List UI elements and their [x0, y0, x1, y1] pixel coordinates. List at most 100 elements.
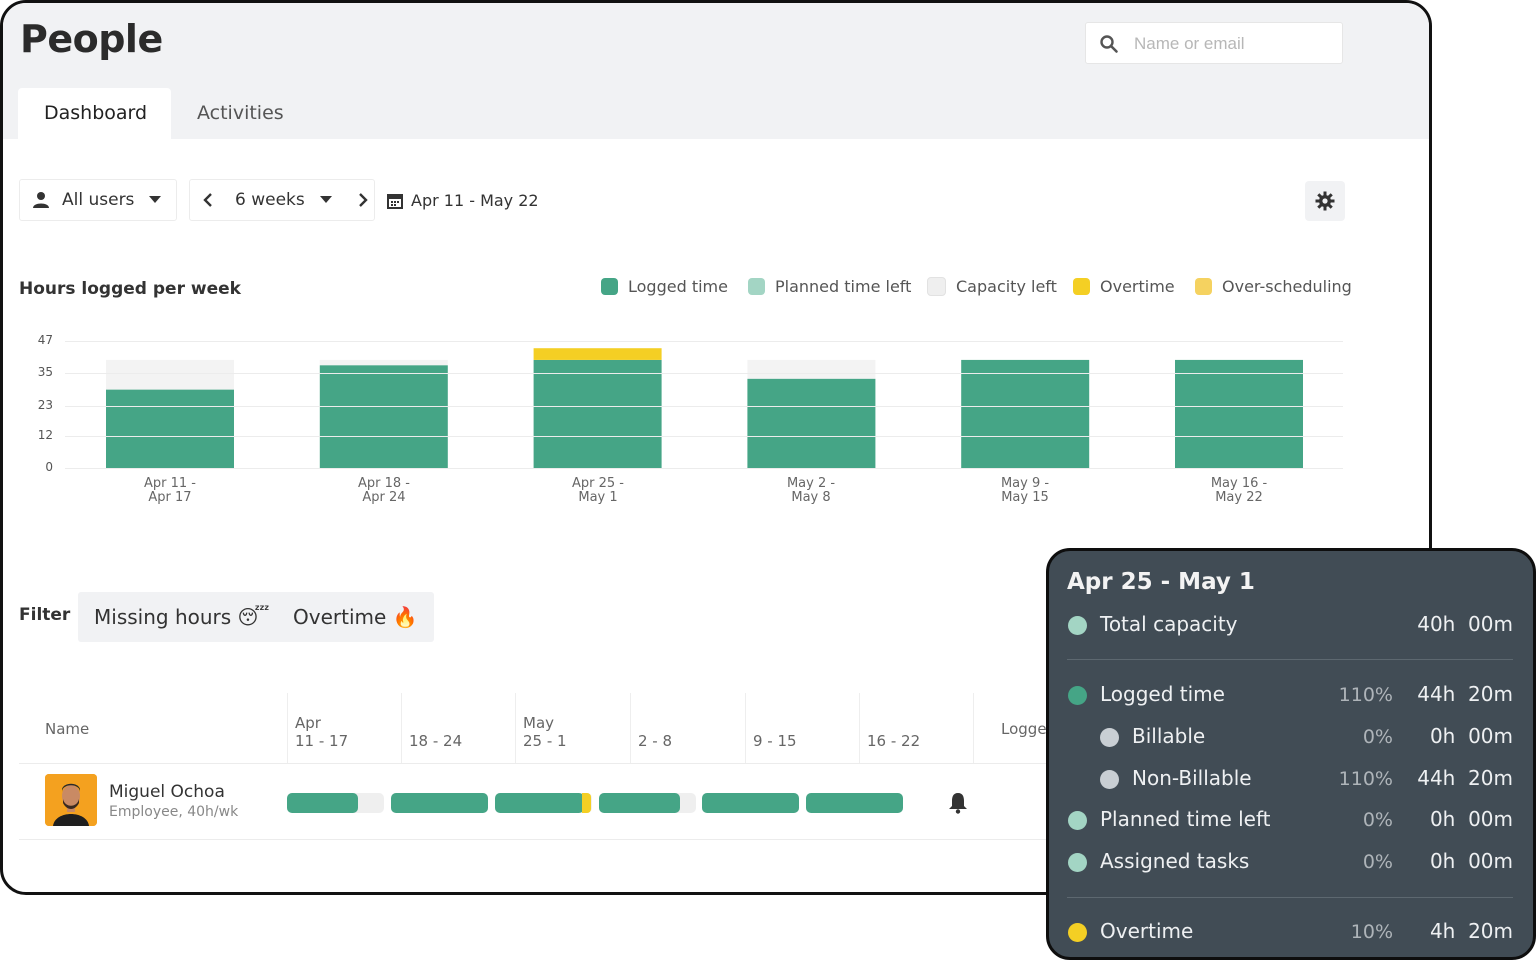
- x-tick-line: Apr 24: [362, 490, 406, 505]
- week-column-header[interactable]: 16 - 22: [867, 714, 920, 750]
- logged-time-bar[interactable]: [106, 389, 234, 468]
- popup-row-percent: 110%: [1338, 768, 1393, 790]
- chevron-left-icon[interactable]: [203, 192, 213, 208]
- column-separator: [859, 693, 860, 763]
- week-month: [409, 714, 462, 732]
- y-tick-label: 35: [37, 365, 53, 379]
- tab-activities[interactable]: Activities: [197, 102, 284, 124]
- popup-row: Non-Billable 110% 44h 20m: [1049, 766, 1533, 796]
- week-column-header[interactable]: May 25 - 1: [523, 714, 567, 750]
- week-range: 9 - 15: [753, 732, 797, 750]
- popup-row: Billable 0% 0h 00m: [1049, 724, 1533, 754]
- week-capacity-pill[interactable]: [599, 793, 696, 813]
- y-tick-label: 12: [37, 428, 53, 442]
- week-column-header[interactable]: 18 - 24: [409, 714, 462, 750]
- search-input[interactable]: [1132, 31, 1336, 57]
- week-capacity-pill[interactable]: [495, 793, 592, 813]
- week-range: 16 - 22: [867, 732, 921, 750]
- week-month: Apr: [295, 714, 321, 732]
- popup-row-value: 40h 00m: [1417, 612, 1513, 636]
- popup-row: Assigned tasks 0% 0h 00m: [1049, 849, 1533, 879]
- logged-column-header[interactable]: Logge: [1001, 720, 1047, 738]
- x-tick-line: May 9 -: [1000, 476, 1050, 491]
- logged-time-bar[interactable]: [747, 378, 876, 468]
- overtime-bar[interactable]: [533, 348, 662, 360]
- app-window: People Dashboard Activities All users 6 …: [0, 0, 1432, 895]
- x-tick-line: May 15: [1001, 490, 1049, 505]
- capacity-left-bar[interactable]: [106, 359, 234, 390]
- week-column-header[interactable]: 2 - 8: [638, 714, 672, 750]
- legend-label: Logged time: [628, 277, 728, 296]
- date-range[interactable]: Apr 11 - May 22: [387, 191, 539, 210]
- x-tick-label: May 2 - May 8: [751, 477, 871, 505]
- gridline: [65, 436, 1343, 437]
- popup-row-label: Billable: [1132, 724, 1206, 748]
- x-tick-label: Apr 18 - Apr 24: [324, 477, 444, 505]
- popup-row: Logged time 110% 44h 20m: [1049, 682, 1533, 712]
- missing-hours-chip[interactable]: Missing hours 😴: [78, 592, 286, 642]
- name-column-header[interactable]: Name: [45, 720, 90, 738]
- popup-row-value: 0h 00m: [1429, 807, 1513, 831]
- column-separator: [630, 693, 631, 763]
- column-separator: [515, 693, 516, 763]
- popup-row: Planned time left 0% 0h 00m: [1049, 807, 1533, 837]
- legend-label: Overtime: [1100, 277, 1175, 296]
- x-tick-line: May 22: [1215, 490, 1263, 505]
- popup-row-label: Logged time: [1100, 682, 1225, 706]
- legend-item: Overtime: [1073, 277, 1175, 296]
- popup-dot: [1068, 686, 1087, 705]
- week-capacity-pill[interactable]: [702, 793, 799, 813]
- legend-item: Planned time left: [748, 277, 911, 296]
- header-bar: People Dashboard Activities: [3, 3, 1429, 139]
- logged-time-bar[interactable]: [961, 359, 1090, 468]
- search-box[interactable]: [1085, 22, 1343, 64]
- column-separator: [401, 693, 402, 763]
- week-logged-pill: [702, 793, 799, 813]
- caret-down-icon: [319, 196, 332, 203]
- week-capacity-pill[interactable]: [287, 793, 384, 813]
- bell-icon[interactable]: [948, 792, 968, 814]
- tab-dashboard[interactable]: Dashboard: [18, 88, 171, 139]
- person-role: Employee, 40h/wk: [109, 804, 239, 820]
- capacity-left-bar[interactable]: [747, 359, 876, 379]
- week-overtime-pill: [582, 793, 591, 813]
- user-icon: [33, 192, 49, 208]
- popup-dot: [1068, 616, 1087, 635]
- week-month: [753, 714, 797, 732]
- legend-item: Capacity left: [927, 277, 1057, 296]
- week-capacity-pill[interactable]: [391, 793, 488, 813]
- chevron-right-icon[interactable]: [358, 192, 368, 208]
- week-month: [867, 714, 920, 732]
- week-column-header[interactable]: 9 - 15: [753, 714, 797, 750]
- popup-row-value: 0h 00m: [1429, 724, 1513, 748]
- date-range-label: Apr 11 - May 22: [411, 191, 539, 210]
- logged-time-bar[interactable]: [1175, 359, 1303, 468]
- week-capacity-pill[interactable]: [806, 793, 903, 813]
- logged-time-bar[interactable]: [533, 359, 662, 468]
- users-dropdown[interactable]: All users: [19, 179, 177, 221]
- logged-time-bar[interactable]: [319, 365, 448, 468]
- x-tick-line: May 8: [791, 490, 831, 505]
- legend-swatch: [1195, 278, 1212, 295]
- person-name: Miguel Ochoa: [109, 782, 225, 802]
- range-selector[interactable]: 6 weeks: [189, 179, 375, 221]
- overtime-chip[interactable]: Overtime 🔥: [277, 592, 434, 642]
- header-divider: [19, 763, 1059, 764]
- popup-row: Overtime 10% 4h 20m: [1049, 919, 1533, 949]
- week-range: 25 - 1: [523, 732, 567, 750]
- week-column-header[interactable]: Apr 11 - 17: [295, 714, 348, 750]
- popup-row-value: 44h 20m: [1417, 682, 1513, 706]
- x-tick-line: Apr 17: [148, 490, 192, 505]
- column-separator: [287, 693, 288, 763]
- caret-down-icon: [149, 196, 162, 203]
- column-separator: [973, 693, 974, 763]
- settings-button[interactable]: [1305, 181, 1345, 221]
- y-tick-label: 0: [45, 460, 53, 474]
- popup-row-percent: 10%: [1350, 921, 1393, 943]
- capacity-left-bar[interactable]: [319, 359, 448, 366]
- x-tick-label: May 9 - May 15: [965, 477, 1085, 505]
- legend-label: Over-scheduling: [1222, 277, 1352, 296]
- x-tick-line: May 2 -: [786, 476, 836, 491]
- x-tick-line: May 16 -: [1210, 476, 1268, 491]
- popup-dot: [1068, 853, 1087, 872]
